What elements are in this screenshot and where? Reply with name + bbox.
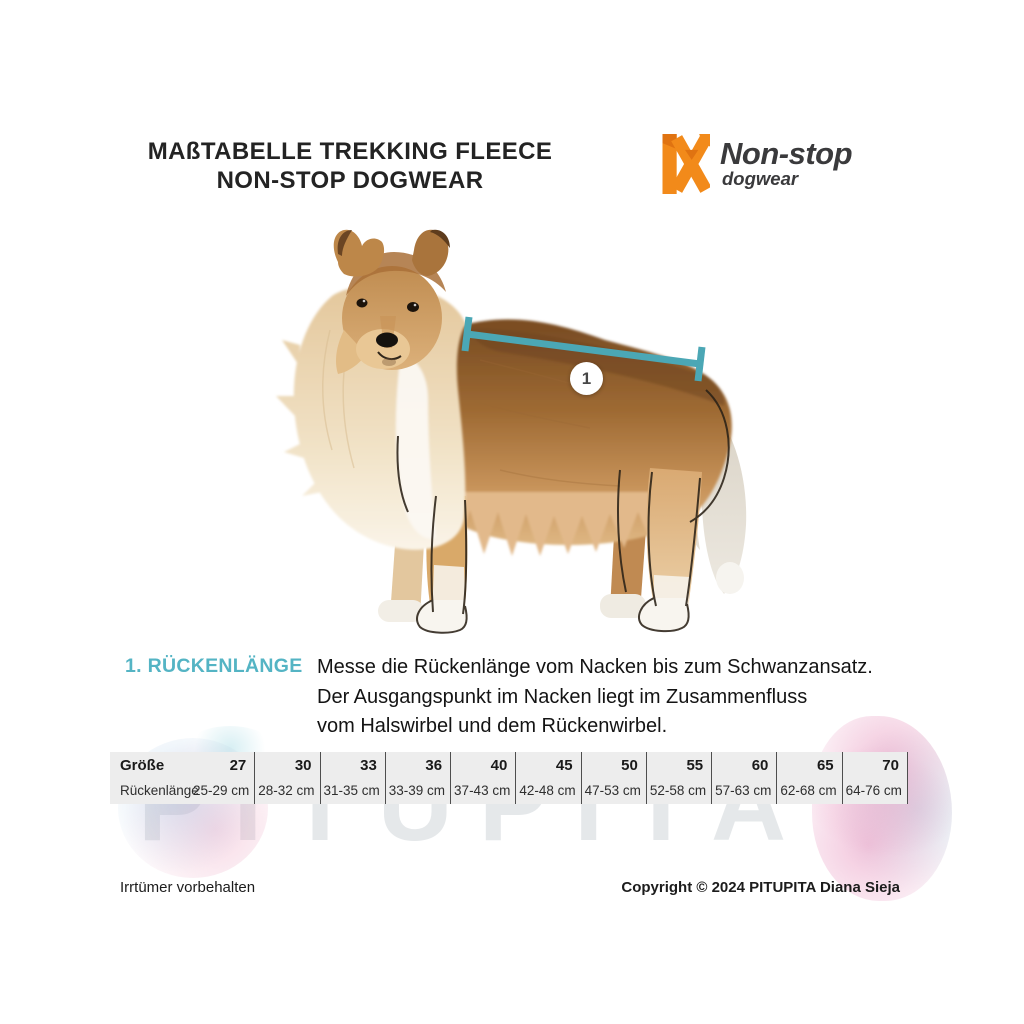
range-value: 37-43 cm — [454, 783, 511, 798]
range-value: 52-58 cm — [649, 783, 707, 798]
table-column-65: 65 62-68 cm — [777, 752, 843, 804]
table-column-27: 27 25-29 cm — [190, 752, 256, 804]
description-line: Messe die Rückenlänge vom Nacken bis zum… — [317, 656, 873, 678]
range-value: 31-35 cm — [323, 783, 380, 798]
table-row1-label: Größe — [120, 757, 165, 774]
table-column-36: 36 33-39 cm — [386, 752, 452, 804]
range-value: 42-48 cm — [519, 783, 576, 798]
contour-lines — [396, 389, 730, 634]
watermark-blob-right — [812, 716, 952, 901]
section-description: Messe die Rückenlänge vom Nacken bis zum… — [317, 653, 917, 742]
size-value: 60 — [751, 757, 769, 774]
size-value: 65 — [816, 757, 834, 774]
size-value: 70 — [882, 757, 899, 774]
range-value: 62-68 cm — [780, 783, 837, 798]
description-line: Der Ausgangspunkt im Nacken liegt im Zus… — [317, 685, 808, 708]
table-column-40: 40 37-43 cm — [451, 752, 517, 804]
logo-sub-text: dogwear — [722, 168, 799, 189]
range-value: 47-53 cm — [584, 783, 641, 798]
range-value: 64-76 cm — [845, 783, 902, 798]
measure-point-badge: 1 — [570, 362, 603, 395]
table-column-55: 55 52-58 cm — [647, 752, 713, 804]
size-value: 33 — [360, 757, 377, 774]
size-value: 27 — [229, 757, 247, 774]
table-column-33: 33 31-35 cm — [321, 752, 386, 804]
range-value: 57-63 cm — [715, 783, 772, 798]
section-heading-rueckenlaenge: 1. RÜCKENLÄNGE — [125, 655, 303, 677]
range-value: 33-39 cm — [388, 783, 446, 798]
table-label-column: Größe Rückenlänge — [110, 752, 199, 804]
size-value: 30 — [294, 757, 312, 774]
table-column-60: 60 57-63 cm — [712, 752, 778, 804]
logo-wordmark: Non-stop dogwear — [720, 136, 853, 189]
range-value: 25-29 cm — [192, 783, 250, 798]
nonstop-dogwear-logo: Non-stop dogwear — [660, 131, 853, 197]
page-title: MAßTABELLE TREKKING FLEECE NON-STOP DOGW… — [90, 137, 610, 195]
description-line: vom Halswirbel und dem Rückenwirbel. — [317, 715, 668, 737]
size-value: 45 — [555, 757, 573, 774]
dog-illustration — [276, 229, 747, 634]
table-column-70: 70 64-76 cm — [843, 752, 908, 804]
size-table: Größe Rückenlänge 27 25-29 cm 30 28-32 c… — [110, 752, 908, 804]
footer-disclaimer: Irrtümer vorbehalten — [120, 879, 256, 896]
logo-brand-text: Non-stop — [720, 136, 853, 171]
size-value: 36 — [425, 757, 443, 774]
table-column-45: 45 42-48 cm — [516, 752, 582, 804]
nonstop-x-icon — [662, 134, 710, 194]
size-value: 40 — [490, 757, 508, 774]
size-value: 50 — [621, 757, 638, 774]
footer-copyright: Copyright © 2024 PITUPITA Diana Sieja — [621, 879, 900, 896]
size-value: 55 — [686, 757, 704, 774]
page-title-line1: MAßTABELLE TREKKING FLEECE — [147, 138, 553, 165]
table-column-30: 30 28-32 cm — [255, 752, 321, 804]
page-title-line2: NON-STOP DOGWEAR — [216, 167, 484, 194]
range-value: 28-32 cm — [258, 783, 315, 798]
table-row2-label: Rückenlänge — [120, 783, 199, 798]
table-column-50: 50 47-53 cm — [582, 752, 647, 804]
